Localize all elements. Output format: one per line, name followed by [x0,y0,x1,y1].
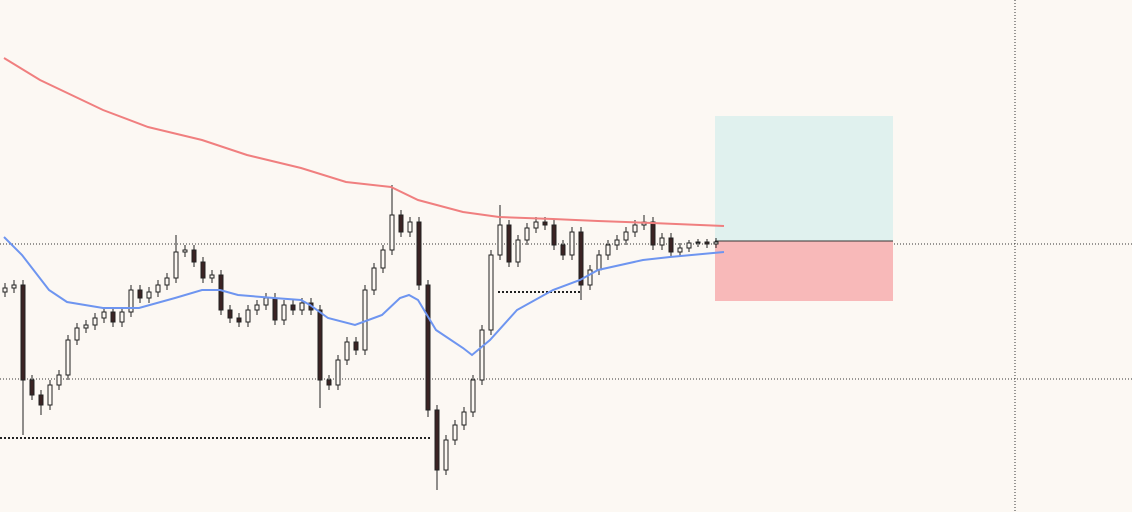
candle-body [65,339,71,376]
candle-body [11,284,17,289]
candle-body [110,311,116,323]
candle-body [659,237,665,246]
candle-body [227,309,233,319]
candle-body [614,239,620,246]
candle-body [263,297,269,306]
candle-body [452,424,458,441]
candle-body [236,317,242,323]
candle-body [200,261,206,279]
candle-body [704,241,710,245]
candle-body [299,302,305,311]
candle-body [146,291,152,299]
candle-body [479,329,485,381]
candle-body [20,284,26,381]
candle-body [218,274,224,311]
candle-body [470,379,476,413]
candle-body [425,284,431,411]
candle-body [209,274,215,279]
candle-body [398,214,404,233]
loss-zone [715,241,893,301]
candle-body [191,249,197,263]
candle-body [92,317,98,326]
candle-body [128,289,134,313]
candle-body [650,221,656,246]
candle-body [254,304,260,311]
candle-body [101,311,107,319]
candle-body [407,221,413,233]
candle-body [137,289,143,299]
candle-body [560,244,566,256]
profit-zone [715,116,893,241]
moving-average [3,236,725,357]
candle-body [542,221,548,226]
candle-body [56,374,62,386]
candle-body [389,214,395,251]
candle-body [182,249,188,253]
candle-body [353,341,359,351]
candle-body [578,231,584,286]
candle-body [596,254,602,271]
candle-body [2,287,8,293]
candle-body [551,224,557,246]
candle-body [497,224,503,256]
candle-body [326,379,332,386]
candle-body [371,267,377,291]
candle-body [245,309,251,323]
candle-body [461,411,467,426]
candle-body [272,297,278,321]
candle-body [686,242,692,249]
candle-body [74,327,80,341]
candle-body [29,379,35,396]
candle-body [416,221,422,286]
candle-body [164,277,170,286]
candle-body [83,324,89,329]
candle-body [668,237,674,253]
candle-body [533,221,539,229]
candle-body [344,341,350,361]
candle-body [623,231,629,241]
candle-body [677,247,683,253]
candle-body [155,284,161,293]
candle-body [119,311,125,323]
candle-body [488,254,494,331]
candle-body [506,224,512,263]
candle-body [47,384,53,406]
candle-body [38,394,44,406]
candle-body [380,249,386,269]
candle-body [317,309,323,381]
candle-body [290,304,296,311]
candle-body [587,269,593,286]
candle-body [632,224,638,233]
candle-body [281,304,287,321]
candle-body [713,241,719,245]
candle-body [524,227,530,241]
moving-average [3,57,725,227]
candle-body [443,439,449,471]
candle-body [515,239,521,263]
candle-body [173,251,179,279]
candle-body [434,409,440,471]
candle-body [569,231,575,256]
candle-body [335,359,341,386]
candle-body [605,244,611,256]
candle-body [695,241,701,244]
